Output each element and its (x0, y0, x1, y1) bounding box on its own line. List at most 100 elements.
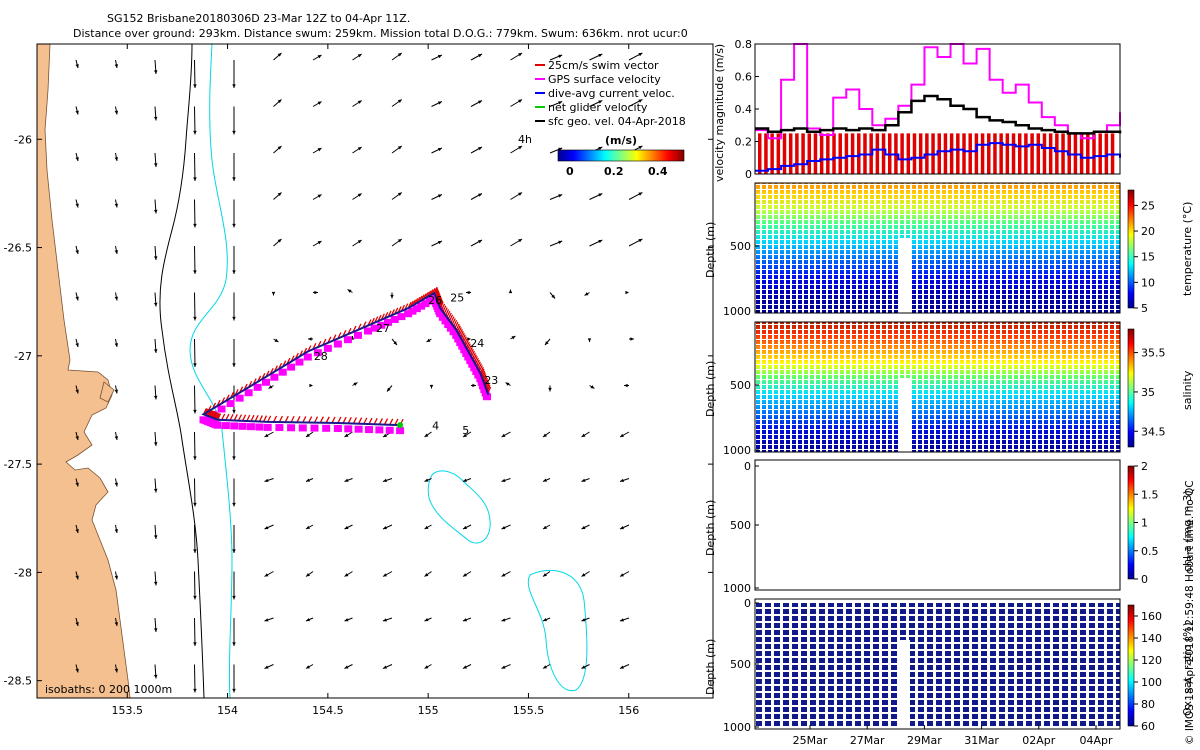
swim-vector (389, 418, 394, 426)
temperature-panel (754, 182, 1135, 314)
velocity-arrowhead (501, 573, 506, 577)
velocity-arrowhead (232, 84, 236, 88)
velocity-arrowhead (518, 53, 523, 57)
swim-speed-bar (1055, 133, 1059, 174)
gps-velocity-mark (385, 426, 394, 434)
gps-velocity-mark (449, 328, 458, 336)
velocity-arrowhead (638, 192, 643, 196)
swim-vector (296, 416, 301, 423)
velocity-arrow (194, 59, 196, 89)
swim-vector (254, 415, 259, 422)
swim-speed-bar (1017, 133, 1022, 174)
velocity-ytick-label: 0 (745, 168, 752, 181)
map-xtick-label: 154.5 (312, 704, 344, 717)
velocity-arrowhead (114, 529, 119, 533)
velocity-arrow (194, 431, 196, 461)
gps-velocity-mark (470, 364, 479, 372)
depth-tick-label: 1000 (723, 582, 751, 595)
velocity-arrow (194, 385, 196, 414)
velocity-arrowhead (397, 146, 402, 150)
velocity-arrowhead (581, 573, 586, 577)
velocity-arrowhead (271, 291, 276, 296)
swim-speed-bar (776, 133, 781, 174)
velocity-arrowhead (478, 193, 482, 197)
swim-speed-bar (987, 133, 991, 174)
colorbar-tick-label: 100 (1141, 676, 1162, 689)
velocity-arrowhead (501, 618, 506, 622)
velocity-arrowhead (193, 549, 197, 553)
velocity-arrowhead (193, 270, 197, 274)
salinity-colorbar (1127, 328, 1135, 448)
velocity-arrowhead (114, 110, 119, 115)
gps-velocity-mark (466, 357, 475, 365)
gps-velocity-mark (278, 368, 287, 376)
velocity-arrowhead (545, 341, 549, 345)
gps-velocity-mark (333, 340, 342, 348)
velocity-arrowhead (75, 203, 79, 208)
map-axis-ticks: 153.5 154 154.5 155 155.5 156 -26 -26.5 -27 -27.5… (4, 44, 713, 717)
velocity-arrowhead (114, 622, 119, 626)
velocity-arrowhead (232, 456, 236, 460)
gps-velocity-mark (270, 373, 279, 381)
velocity-series (755, 43, 1122, 172)
map-ytick-label: -27.5 (4, 458, 32, 471)
gps-velocity-mark (246, 423, 255, 431)
gps-velocity-mark (456, 339, 465, 347)
bay-island (99, 381, 115, 403)
surface-velocity-field (75, 52, 643, 693)
velocity-arrowhead (620, 525, 624, 530)
velocity-arrowhead (478, 100, 482, 104)
track-line (201, 291, 490, 427)
velocity-arrowhead (75, 343, 79, 347)
gps-velocity-mark (221, 422, 230, 430)
velocity-arrowhead (508, 289, 513, 294)
swim-speed-bar (788, 133, 793, 174)
velocity-arrowhead (154, 209, 158, 214)
day-label: 5 (462, 424, 469, 437)
velocity-arrowhead (154, 163, 158, 167)
velocity-arrowhead (154, 395, 158, 400)
velocity-arrow (194, 617, 196, 647)
velocity-arrowhead (357, 193, 362, 197)
swim-vector (233, 414, 238, 421)
seamount-2 (527, 569, 588, 692)
velocity-arrowhead (501, 433, 506, 437)
gps-velocity-mark (363, 327, 372, 335)
time-tick-label: 31Mar (964, 734, 999, 747)
velocity-arrowhead (543, 433, 547, 437)
depth-tick-label: 500 (730, 658, 751, 671)
velocity-arrowhead (424, 478, 429, 482)
velocity-arrowhead (501, 525, 506, 530)
gps-velocity-mark (460, 346, 469, 354)
gps-velocity-mark (354, 425, 363, 433)
swim-speed-bar (770, 133, 774, 174)
velocity-arrowhead (638, 99, 643, 103)
swim-speed-bar (1030, 133, 1034, 174)
velocity-arrowhead (437, 54, 442, 59)
gps-velocity-mark (275, 424, 284, 432)
swim-speed-bar (838, 133, 842, 174)
temperature-colorbar (1127, 189, 1135, 309)
colorbar-tick-label: 0.5 (1141, 545, 1159, 558)
velocity-arrowhead (463, 618, 467, 622)
colorbar-tick-label: 10 (1141, 276, 1155, 289)
velocity-arrowhead (383, 478, 387, 483)
gps-velocity-mark (287, 424, 296, 432)
swim-speed-bar (906, 133, 911, 174)
legend-label: sfc geo. vel. 04-Apr-2018 (548, 115, 686, 128)
isobath-1000 (189, 44, 233, 698)
velocity-arrowhead (193, 316, 197, 321)
velocity-arrowhead (551, 294, 555, 299)
swim-speed-bar (875, 133, 880, 174)
velocity-arrowhead (314, 290, 318, 295)
velocity-arrowhead (478, 240, 482, 244)
velocity-arrowhead (154, 674, 158, 679)
gps-velocity-mark (226, 400, 235, 408)
velocity-arrowhead (75, 482, 79, 487)
swim-speed-bar (807, 133, 812, 174)
time-tick-label: 29Mar (907, 734, 942, 747)
velocity-arrowhead (232, 409, 236, 414)
gps-velocity-mark (230, 422, 239, 430)
velocity-arrowhead (466, 290, 470, 295)
swim-vector (325, 416, 330, 424)
